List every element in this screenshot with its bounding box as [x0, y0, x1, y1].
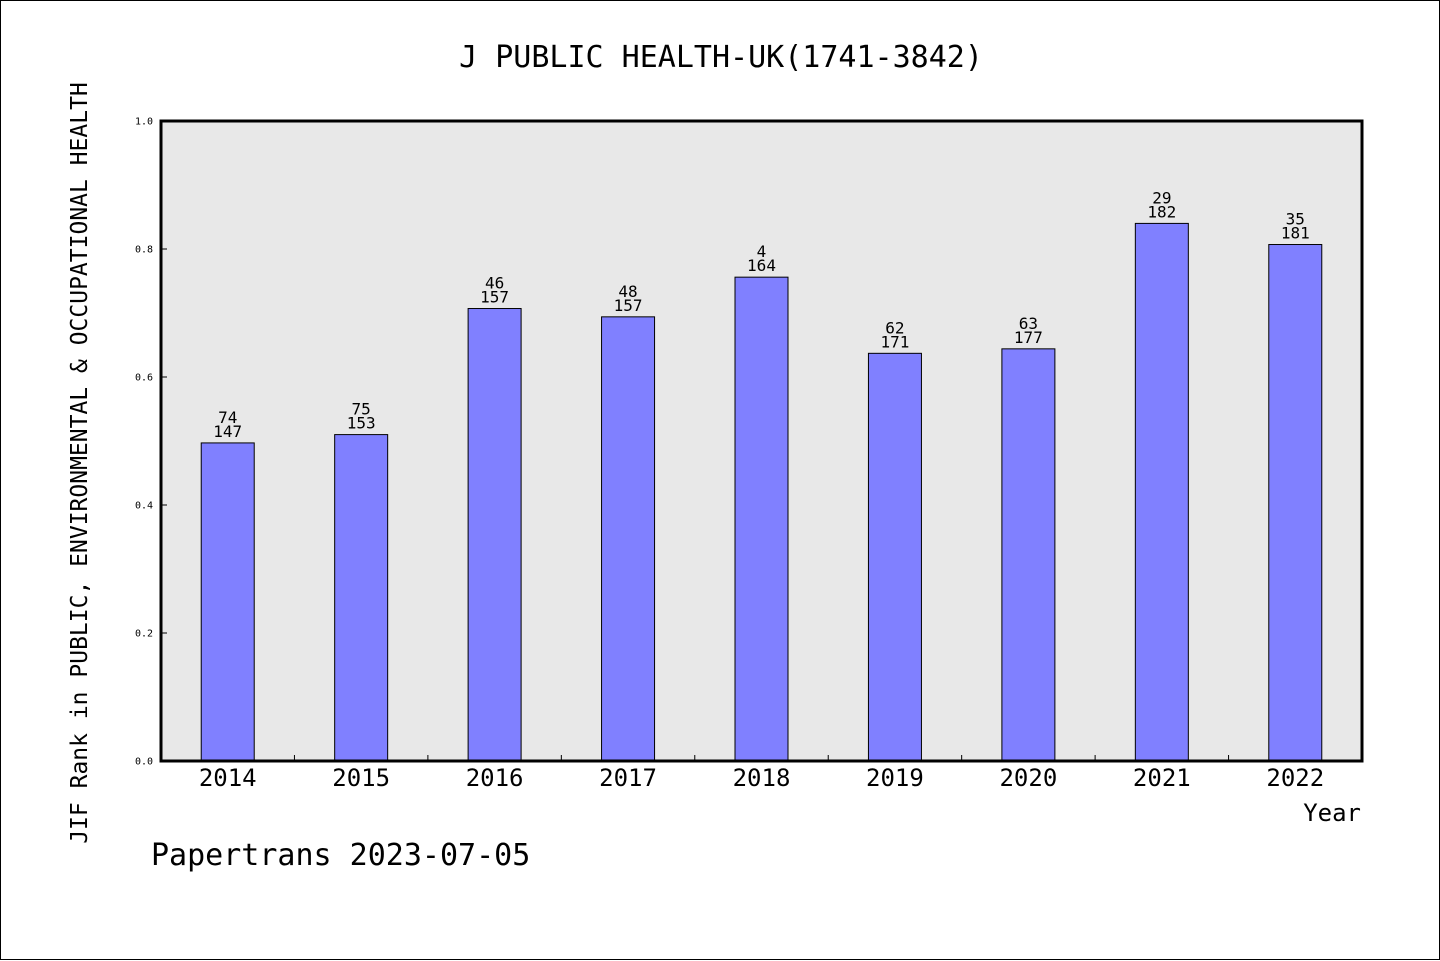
x-tick-label: 2017: [599, 764, 657, 792]
bar-2022: [1268, 244, 1323, 762]
y-axis-label: JIF Rank in PUBLIC, ENVIRONMENTAL & OCCU…: [67, 82, 93, 844]
x-tick-label: 2019: [866, 764, 924, 792]
x-tick-label: 2021: [1133, 764, 1191, 792]
y-tick-label: 0.0: [135, 757, 153, 768]
bar-label-total: 171: [880, 332, 909, 351]
bar-2018: [734, 276, 789, 762]
bar-2017: [601, 316, 656, 762]
y-tick-label: 0.2: [135, 629, 153, 640]
x-tick-label: 2022: [1266, 764, 1324, 792]
bar-label-total: 181: [1281, 224, 1310, 243]
bar-label-rank: 48: [618, 282, 637, 301]
x-tick-label: 2018: [733, 764, 791, 792]
x-tick-label: 2015: [332, 764, 390, 792]
bar-label-rank: 62: [885, 318, 904, 337]
bar-2020: [1001, 348, 1056, 762]
plot-frame: [159, 119, 1364, 763]
y-tick-label: 0.8: [135, 245, 153, 256]
bar-label-total: 147: [213, 422, 242, 441]
x-tick-label: 2020: [999, 764, 1057, 792]
chart-title: J PUBLIC HEALTH-UK(1741-3842): [459, 40, 983, 75]
bar-label-rank: 35: [1286, 210, 1305, 229]
bar-label-rank: 75: [352, 400, 371, 419]
x-axis-ticks: 2014 2015 2016 2017 2018 2019 2020 2021 2022: [199, 755, 1324, 792]
bar-label-total: 177: [1014, 328, 1043, 347]
bar-2016: [467, 308, 522, 762]
bar-label-rank: 46: [485, 274, 504, 293]
y-tick-label: 0.4: [135, 501, 153, 512]
bar-label-total: 157: [480, 288, 509, 307]
bar-2015: [334, 434, 389, 762]
bar-label-total: 164: [747, 256, 776, 275]
y-tick-label: 0.6: [135, 373, 153, 384]
bar-label-rank: 4: [757, 242, 767, 261]
bar-label-rank: 63: [1019, 314, 1038, 333]
bar-2019: [867, 352, 922, 762]
bar-2021: [1134, 222, 1189, 762]
bar-label-total: 182: [1147, 202, 1176, 221]
x-tick-label: 2016: [466, 764, 524, 792]
x-axis-label: Year: [1303, 799, 1361, 827]
bar-2014: [200, 442, 255, 762]
bar-label-rank: 29: [1152, 188, 1171, 207]
footer-credit: Papertrans 2023-07-05: [151, 838, 530, 873]
bar-label-total: 153: [347, 414, 376, 433]
bar-label-total: 157: [614, 296, 643, 315]
y-tick-label: 1.0: [135, 117, 153, 128]
x-tick-label: 2014: [199, 764, 257, 792]
bar-label-rank: 74: [218, 408, 237, 427]
